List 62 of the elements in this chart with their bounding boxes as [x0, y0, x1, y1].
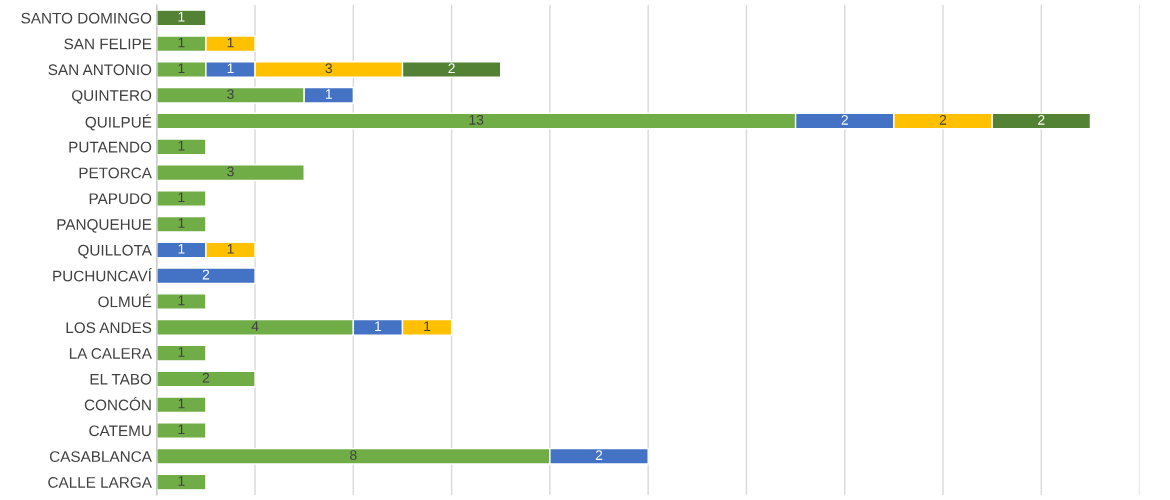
bar: [156, 473, 207, 491]
y-tick-label: PETORCA: [79, 167, 152, 179]
data-label: 1: [178, 476, 185, 486]
bar: [156, 267, 256, 285]
data-label: 1: [325, 89, 332, 99]
data-label: 2: [841, 114, 848, 125]
data-label: 1: [178, 63, 185, 74]
data-label: 13: [469, 114, 484, 125]
y-tick-label: CONCÓN: [84, 397, 151, 411]
data-label: 1: [178, 11, 185, 22]
bar: [156, 189, 207, 207]
y-tick-label: QUINTERO: [72, 90, 152, 104]
data-label: 1: [178, 424, 185, 435]
y-tick-label: SAN FELIPE: [64, 38, 152, 50]
data-label: 1: [178, 140, 185, 151]
y-tick-label: SAN ANTONIO: [48, 64, 152, 76]
data-label: 1: [178, 244, 185, 254]
y-tick-label: PUCHUNCAVÍ: [53, 268, 152, 282]
y-tick-label: CASABLANCA: [49, 451, 152, 462]
data-label: 1: [178, 192, 185, 203]
y-tick-label: PUTAENDO: [69, 141, 152, 153]
y-tick-label: LA CALERA: [69, 348, 152, 359]
data-label: 3: [325, 63, 333, 74]
y-tick-label: QUILPUÉ: [85, 114, 152, 131]
y-tick-label: CALLE LARGA: [48, 476, 152, 488]
y-tick-label: QUILLOTA: [78, 244, 152, 259]
data-label: 2: [939, 114, 947, 125]
bar: [156, 293, 207, 311]
data-label: 2: [1038, 114, 1045, 125]
data-label: 1: [227, 63, 234, 74]
data-label: 1: [424, 321, 431, 331]
data-label: 1: [178, 347, 185, 357]
data-label: 1: [178, 37, 185, 48]
data-label: 1: [227, 37, 234, 48]
data-label: 4: [251, 321, 259, 331]
y-tick-label: CATEMU: [89, 425, 151, 437]
data-label: 3: [227, 166, 234, 177]
data-label: 2: [448, 63, 455, 74]
y-tick-label: PANQUEHUE: [57, 219, 152, 233]
bar: [156, 138, 207, 156]
data-label: 2: [202, 269, 210, 280]
data-label: 8: [350, 450, 357, 461]
data-label: 1: [178, 398, 185, 409]
bar: [156, 164, 305, 182]
bar: [156, 9, 207, 27]
y-tick-label: SANTO DOMINGO: [21, 12, 152, 24]
data-label: 1: [375, 321, 382, 331]
data-label: 2: [202, 372, 210, 383]
y-tick-label: LOS ANDES: [66, 322, 152, 334]
bar: [156, 422, 207, 439]
data-label: 2: [595, 450, 603, 460]
y-tick-label: EL TABO: [90, 373, 152, 385]
data-label: 3: [227, 89, 234, 99]
bar: [156, 344, 207, 362]
data-label: 1: [178, 218, 185, 228]
y-tick-label: OLMUÉ: [98, 293, 152, 308]
data-label: 1: [178, 295, 185, 306]
data-label: 1: [227, 244, 234, 254]
bar: [156, 215, 207, 233]
bar: [156, 370, 256, 388]
bar: [156, 396, 207, 414]
y-tick-label: PAPUDO: [89, 193, 152, 205]
